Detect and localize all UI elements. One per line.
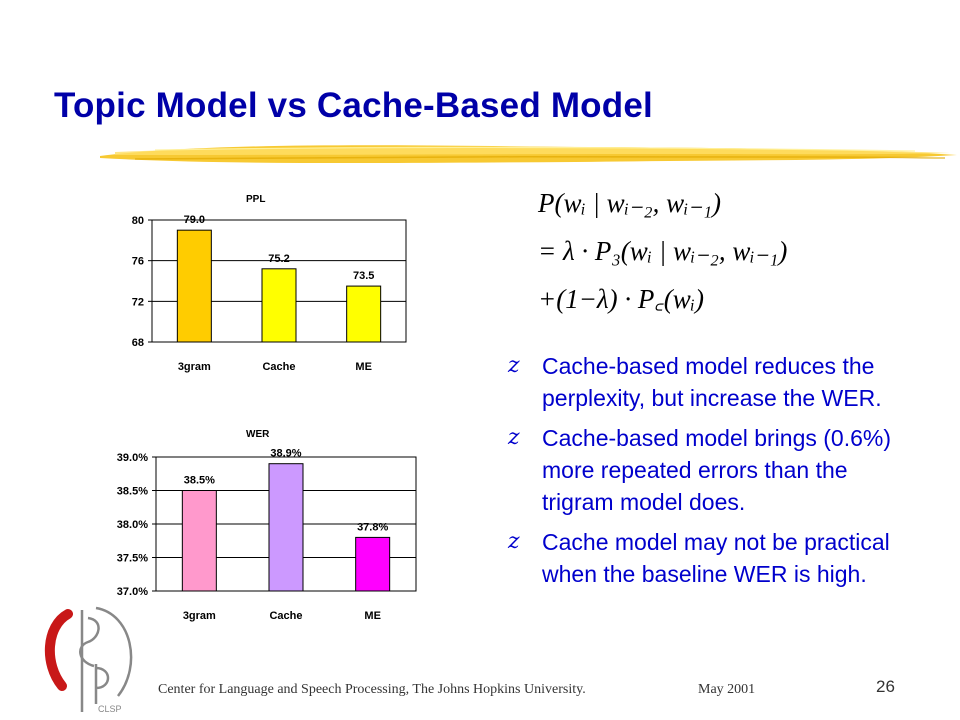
- bullet-item-3: z Cache model may not be practical when t…: [508, 526, 908, 590]
- footer-date: May 2001: [698, 682, 756, 697]
- wer-bar-me: [355, 536, 391, 592]
- ppl-y-tick-label: 72: [132, 296, 144, 308]
- wer-y-tick-label: 37.5%: [117, 553, 148, 565]
- ppl-category-label: Cache: [262, 361, 295, 373]
- interpolation-formula: P(wᵢ | wᵢ₋₂, wᵢ₋₁) = λ · P₃(wᵢ | wᵢ₋₂, w…: [537, 188, 787, 314]
- slide-title: Topic Model vs Cache-Based Model: [54, 86, 653, 125]
- formula-line-3: +(1−λ) · P꜀(wᵢ): [538, 284, 704, 314]
- wer-category-label: ME: [364, 610, 381, 622]
- formula-line-2: = λ · P₃(wᵢ | wᵢ₋₂, wᵢ₋₁): [538, 236, 787, 266]
- bullet-text-2: Cache-based model brings (0.6%) more rep…: [542, 425, 892, 515]
- ppl-category-label: ME: [355, 361, 372, 373]
- page-number: 26: [876, 677, 895, 696]
- wer-bar-cache: [268, 463, 304, 592]
- wer-value-label: 37.8%: [357, 521, 388, 533]
- ppl-y-tick-label: 76: [132, 256, 144, 268]
- logo-text: CLSP: [98, 704, 122, 714]
- ppl-bar-3gram: [176, 229, 212, 343]
- wer-bar-3gram: [181, 490, 217, 592]
- wer-chart-title: WER: [246, 429, 270, 440]
- bullet-item-1: z Cache-based model reduces the perplexit…: [508, 350, 908, 414]
- ppl-bar-chart: PPL 68 72 76 80 79.0 3gram 75.2 Cache 73.5 ME: [132, 194, 407, 373]
- bullet-item-2: z Cache-based model brings (0.6%) more re…: [508, 422, 908, 518]
- bullet-icon: z: [508, 425, 520, 450]
- ppl-bar-cache: [261, 268, 297, 343]
- bullet-list: z Cache-based model reduces the perplexit…: [508, 350, 908, 598]
- bullet-text-3: Cache model may not be practical when th…: [542, 529, 890, 587]
- bullet-icon: z: [508, 353, 520, 378]
- clsp-logo: CLSP: [45, 606, 133, 714]
- wer-bar-chart: WER 37.0% 37.5% 38.0% 38.5% 39.0% 38.5% 3gram 38…: [117, 429, 417, 622]
- wer-y-tick-label: 39.0%: [117, 452, 148, 464]
- wer-y-tick-label: 38.5%: [117, 486, 148, 498]
- ppl-y-tick-label: 68: [132, 337, 144, 349]
- ppl-value-label: 73.5: [353, 270, 374, 282]
- ppl-y-tick-label: 80: [132, 215, 144, 227]
- wer-value-label: 38.9%: [270, 448, 301, 460]
- footer-org: Center for Language and Speech Processin…: [158, 682, 586, 697]
- ppl-value-label: 75.2: [268, 253, 289, 265]
- ppl-chart-title: PPL: [246, 194, 265, 205]
- wer-category-label: Cache: [269, 610, 302, 622]
- ppl-category-label: 3gram: [178, 361, 211, 373]
- bullet-text-1: Cache-based model reduces the perplexity…: [542, 353, 882, 411]
- wer-y-tick-label: 37.0%: [117, 586, 148, 598]
- wer-value-label: 38.5%: [184, 475, 215, 487]
- wer-y-tick-label: 38.0%: [117, 519, 148, 531]
- brush-stroke-divider: [100, 145, 957, 164]
- bullet-icon: z: [508, 529, 520, 554]
- ppl-value-label: 79.0: [184, 214, 205, 226]
- formula-line-1: P(wᵢ | wᵢ₋₂, wᵢ₋₁): [537, 188, 721, 218]
- wer-category-label: 3gram: [183, 610, 216, 622]
- ppl-bar-me: [346, 285, 382, 343]
